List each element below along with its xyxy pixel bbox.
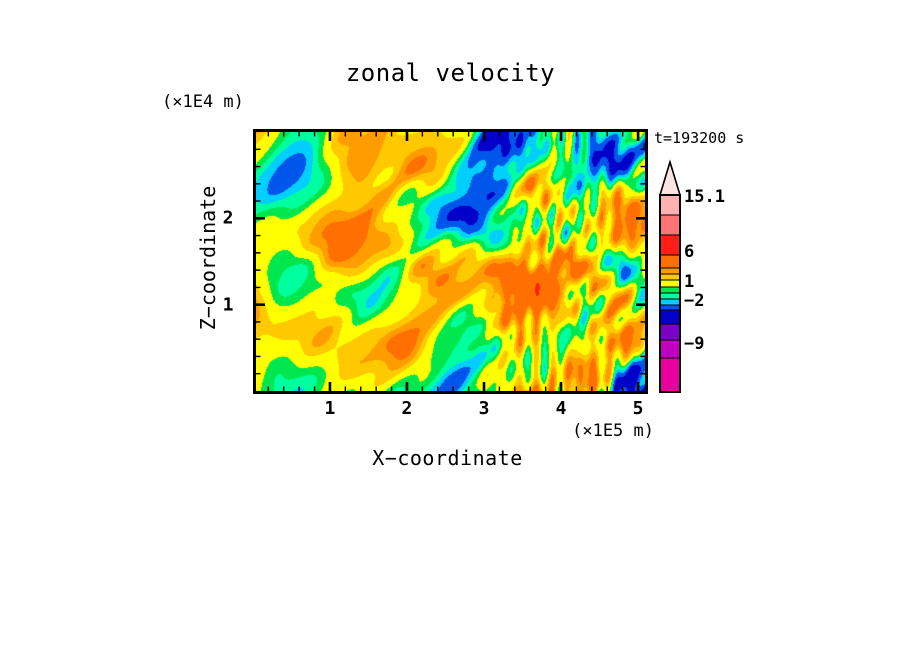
colorbar-tick-label: −9 <box>684 334 705 354</box>
colorbar-arrow-tip <box>658 159 682 196</box>
colorbar-tick-label: 6 <box>684 242 695 262</box>
timestamp-label: t=193200 s <box>654 129 745 147</box>
x-tick-label: 1 <box>324 398 336 419</box>
colorbar-tick-label: 1 <box>684 272 695 292</box>
x-axis-unit-label: (×1E5 m) <box>572 421 654 441</box>
colorbar <box>658 159 682 393</box>
x-tick-label: 3 <box>478 398 490 419</box>
y-axis-unit-label: (×1E4 m) <box>162 92 244 112</box>
colorbar-tick-label: 15.1 <box>684 187 725 207</box>
axis-ticks <box>256 132 645 391</box>
y-tick-label: 1 <box>222 294 234 316</box>
x-axis-title: X−coordinate <box>372 446 523 470</box>
contour-field <box>256 132 645 391</box>
x-tick-label: 2 <box>401 398 413 419</box>
x-tick-label: 4 <box>555 398 567 419</box>
y-axis-title: Z−coordinate <box>196 185 220 331</box>
x-tick-label: 5 <box>632 398 644 419</box>
y-tick-label: 2 <box>222 207 234 229</box>
colorbar-tick-label: −2 <box>684 291 705 311</box>
chart-title: zonal velocity <box>345 59 556 87</box>
plot-area <box>253 129 648 394</box>
